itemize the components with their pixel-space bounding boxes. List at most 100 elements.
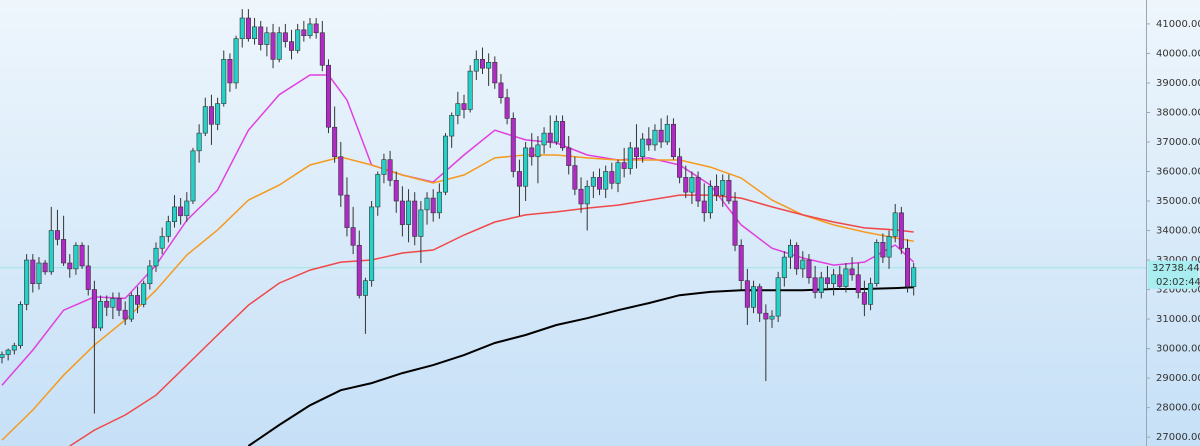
candle-body xyxy=(399,200,405,225)
candle-body xyxy=(701,200,707,214)
candle-body xyxy=(17,304,23,346)
candle-body xyxy=(245,17,251,39)
candle-body xyxy=(633,147,639,158)
candle-body xyxy=(381,159,387,175)
price-tag xyxy=(1148,260,1198,275)
candle-body xyxy=(165,221,171,237)
candle-body xyxy=(757,286,763,314)
candle-body xyxy=(24,259,30,305)
candle-body xyxy=(652,129,658,146)
candle-body xyxy=(369,206,375,282)
candle-body xyxy=(868,283,874,305)
candle-body xyxy=(301,29,307,37)
candle-body xyxy=(603,171,609,190)
candle-body xyxy=(116,298,122,311)
candle-body xyxy=(227,59,233,84)
candle-body xyxy=(418,209,424,237)
y-tick-label: 31000.00 xyxy=(1156,314,1200,325)
candle-body xyxy=(436,191,442,214)
candle-body xyxy=(295,29,301,51)
candle-body xyxy=(566,147,572,166)
candle-body xyxy=(831,274,837,284)
candle-body xyxy=(812,277,818,293)
candle-body xyxy=(794,244,800,270)
candle-body xyxy=(689,177,695,193)
candle-body xyxy=(110,298,116,308)
candle-body xyxy=(128,295,134,320)
candle-body xyxy=(911,267,917,287)
candle-body xyxy=(824,277,830,284)
candle-body xyxy=(98,301,104,329)
countdown-tag xyxy=(1148,274,1198,289)
candle-body xyxy=(744,280,750,308)
y-tick-label: 41000.00 xyxy=(1156,19,1200,30)
candle-body xyxy=(443,135,449,193)
candle-body xyxy=(467,70,473,110)
candle-body xyxy=(714,185,720,196)
candle-body xyxy=(393,180,399,202)
candle-body xyxy=(48,230,54,273)
candle-body xyxy=(319,32,325,66)
candle-body xyxy=(880,242,886,258)
candle-body xyxy=(615,162,621,184)
candle-body xyxy=(510,118,516,172)
candle-body xyxy=(664,123,670,143)
moving-average xyxy=(69,194,914,446)
candle-body xyxy=(590,177,596,187)
candle-body xyxy=(5,349,11,355)
candle-body xyxy=(547,132,553,143)
candle-body xyxy=(843,268,849,287)
candle-body xyxy=(208,106,214,125)
candle-body xyxy=(289,41,295,51)
candle-body xyxy=(424,197,430,211)
candle-body xyxy=(498,82,504,99)
candle-body xyxy=(122,309,128,320)
candle-body xyxy=(572,165,578,190)
candle-body xyxy=(159,236,165,249)
y-tick-label: 33000.00 xyxy=(1156,255,1200,266)
candle-body xyxy=(412,200,418,237)
candle-body xyxy=(184,200,190,217)
candle-body xyxy=(430,197,436,214)
candle-body xyxy=(135,295,141,305)
candle-body xyxy=(338,156,344,196)
candle-body xyxy=(769,315,775,320)
candle-body xyxy=(473,59,479,72)
candle-body xyxy=(787,244,793,258)
candle-body xyxy=(332,126,338,158)
candle-body xyxy=(695,177,701,202)
y-tick-label: 38000.00 xyxy=(1156,107,1200,118)
candle-body xyxy=(775,277,781,317)
candle-body xyxy=(461,103,467,110)
moving-average xyxy=(1,74,915,386)
candle-body xyxy=(202,106,208,134)
candle-body xyxy=(541,132,547,146)
candle-body xyxy=(597,177,603,190)
candle-body xyxy=(732,200,738,246)
candle-body xyxy=(479,59,485,69)
candle-body xyxy=(42,262,48,273)
moving-average xyxy=(1,154,914,441)
candle-body xyxy=(375,174,381,208)
candle-body xyxy=(406,200,412,225)
y-tick-label: 35000.00 xyxy=(1156,196,1200,207)
y-tick-label: 27000.00 xyxy=(1156,432,1200,443)
candle-body xyxy=(350,227,356,246)
y-tick-label: 29000.00 xyxy=(1156,373,1200,384)
candle-body xyxy=(252,26,258,39)
y-tick-label: 32000.00 xyxy=(1156,285,1200,296)
candle-body xyxy=(344,194,350,228)
candle-body xyxy=(61,239,67,264)
y-tick-label: 28000.00 xyxy=(1156,403,1200,414)
candle-body xyxy=(640,138,646,158)
candle-body xyxy=(621,162,627,169)
y-tick-label: 36000.00 xyxy=(1156,166,1200,177)
candle-body xyxy=(36,262,42,284)
y-tick-label: 37000.00 xyxy=(1156,137,1200,148)
candle-body xyxy=(362,280,368,296)
candle-body xyxy=(516,171,522,187)
candle-body xyxy=(670,123,676,158)
candle-body xyxy=(726,180,732,202)
